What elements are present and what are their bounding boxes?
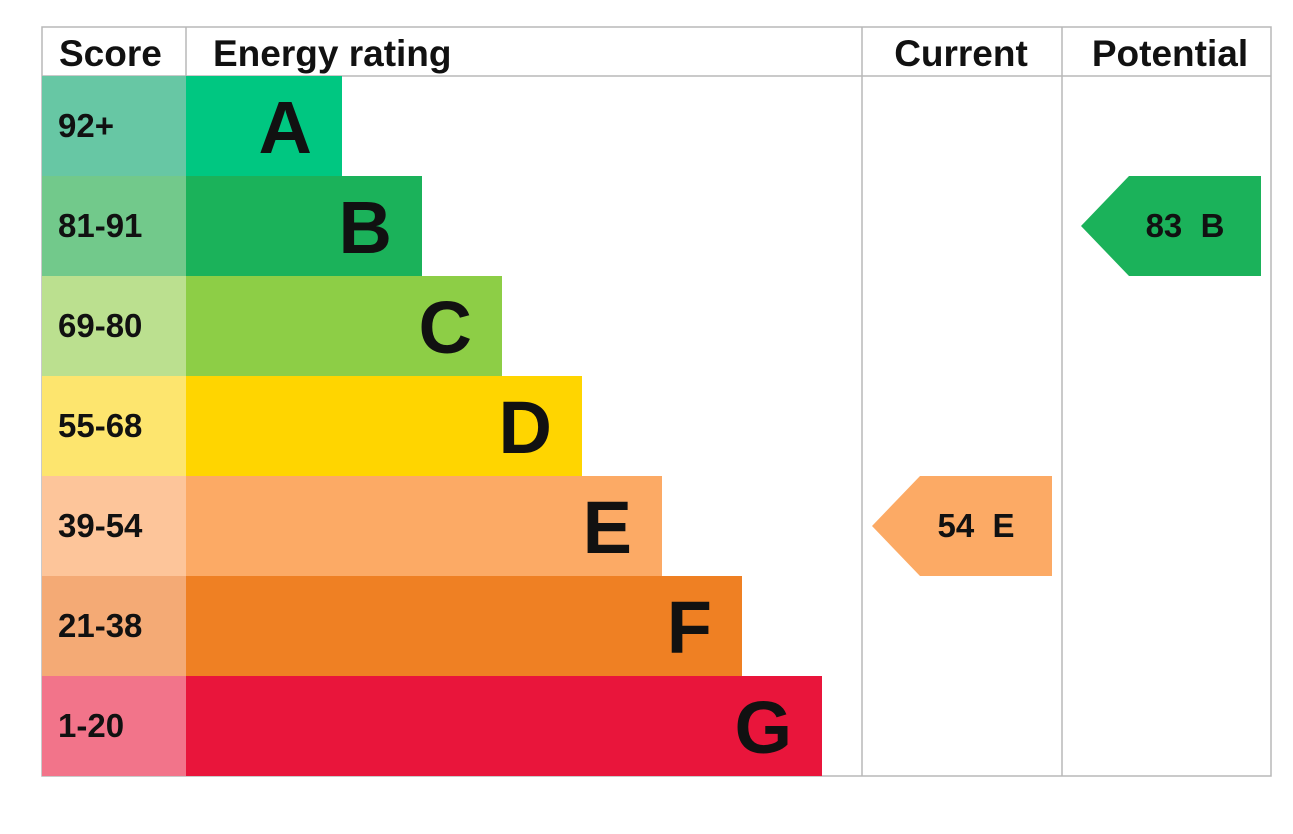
- band-letter-e: E: [583, 486, 632, 569]
- score-cell-e: [42, 476, 186, 576]
- potential-rating-arrow: [1081, 176, 1261, 276]
- band-bar-b: [186, 176, 422, 276]
- current-rating-label: 54 E: [937, 507, 1014, 544]
- band-bar-g: [186, 676, 822, 776]
- score-range-b: 81-91: [58, 207, 142, 244]
- current-rating-arrow: [872, 476, 1052, 576]
- score-cell-d: [42, 376, 186, 476]
- band-letter-c: C: [419, 286, 472, 369]
- rating-bands: 92+ A 81-91 B 69-80 C 55-68 D 39-54 E 21-38 F 1-20 G: [42, 76, 822, 776]
- score-header: Score: [59, 33, 162, 74]
- score-range-f: 21-38: [58, 607, 142, 644]
- score-cell-a: [42, 76, 186, 176]
- score-range-e: 39-54: [58, 507, 143, 544]
- potential-rating-label: 83 B: [1146, 207, 1225, 244]
- score-cell-b: [42, 176, 186, 276]
- band-letter-g: G: [734, 686, 792, 769]
- score-cell-g: [42, 676, 186, 776]
- band-letter-a: A: [259, 86, 312, 169]
- score-range-c: 69-80: [58, 307, 142, 344]
- current-header: Current: [894, 33, 1028, 74]
- score-cell-c: [42, 276, 186, 376]
- score-range-a: 92+: [58, 107, 114, 144]
- band-letter-b: B: [339, 186, 392, 269]
- score-range-g: 1-20: [58, 707, 124, 744]
- score-cell-f: [42, 576, 186, 676]
- band-bar-c: [186, 276, 502, 376]
- band-letter-d: D: [499, 386, 552, 469]
- energy-rating-header: Energy rating: [213, 33, 452, 74]
- band-bar-d: [186, 376, 582, 476]
- band-bar-e: [186, 476, 662, 576]
- score-range-d: 55-68: [58, 407, 142, 444]
- rating-indicators: 54 E 83 B: [872, 176, 1261, 576]
- band-bar-a: [186, 76, 342, 176]
- potential-header: Potential: [1092, 33, 1248, 74]
- band-letter-f: F: [667, 586, 712, 669]
- band-bar-f: [186, 576, 742, 676]
